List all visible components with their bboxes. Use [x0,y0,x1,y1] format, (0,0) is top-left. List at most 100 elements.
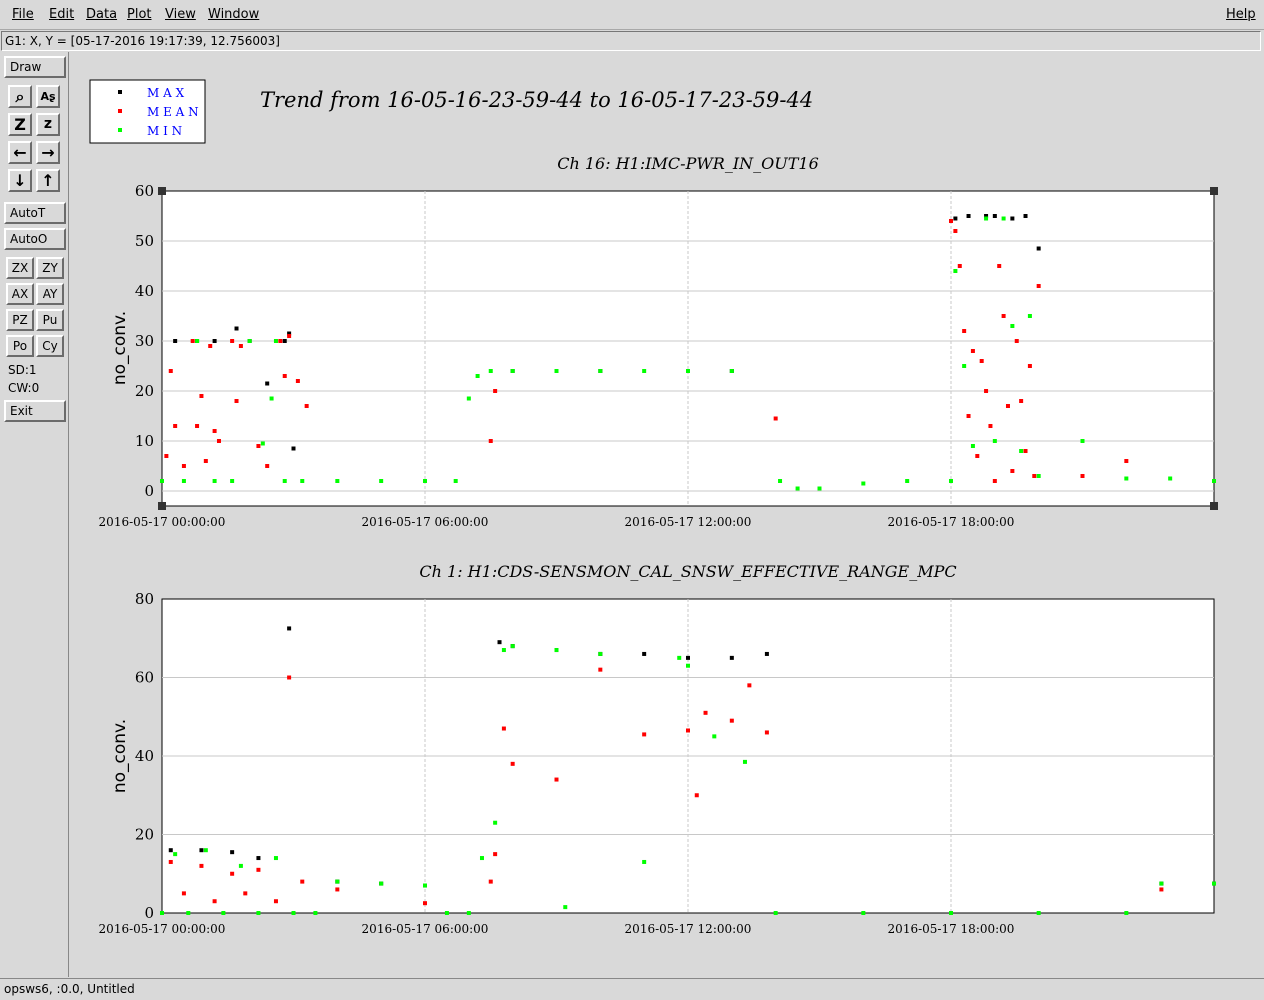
chart-ch1-point-min [313,911,318,915]
menu-edit[interactable]: Edit [49,7,75,22]
exit-button[interactable]: Exit [4,400,66,422]
chart-ch16-point-mean [238,344,243,348]
chart-ch16-handle-tr[interactable] [1210,187,1218,195]
chart-ch1-point-mean [423,901,427,906]
footer-status: opsws6, :0.0, Untitled [0,978,1264,1000]
chart-ch16-point-mean [773,416,778,421]
pz-button[interactable]: PZ [6,309,34,331]
ax-button[interactable]: AX [6,283,34,305]
chart-ch16-point-mean [173,424,178,428]
menu-window[interactable]: Window [208,7,260,22]
plots-canvas[interactable]: M A X M E A N M I N Trend from 16-05-16-… [70,52,1264,977]
chart-ch16-point-mean [256,444,261,448]
chart-ch16-point-min [1124,476,1129,481]
pu-button[interactable]: Pu [36,309,64,331]
chart-ch16-point-max [1023,214,1028,218]
pan-left-button[interactable]: ← [8,141,32,164]
chart-ch16-ytick-label: 50 [135,232,154,250]
chart-ch1-ytick-label: 40 [135,747,154,765]
text-ab-icon: Aʂ [40,90,56,103]
menu-data[interactable]: Data [86,7,118,22]
zx-button[interactable]: ZX [6,257,34,279]
draw-button[interactable]: Draw [4,56,66,78]
pan-down-button[interactable]: ↓ [8,169,32,192]
chart-ch1-point-min [1036,911,1041,915]
zoom-big-button[interactable]: Z [8,113,32,136]
chart-ch1-xtick-label: 2016-05-17 12:00:00 [625,922,752,936]
chart-ch16-point-min [598,369,603,373]
chart-ch1-point-mean [642,732,647,737]
chart-ch16-xtick-label: 2016-05-17 12:00:00 [625,515,752,529]
zy-button[interactable]: ZY [36,257,64,279]
chart-ch16-point-mean [278,339,283,343]
menu-plot[interactable]: Plot [127,7,152,22]
chart-ch16-point-min [466,396,471,401]
cw-label: CW:0 [8,381,40,395]
chart-ch1-point-min [501,648,506,653]
legend-mean-marker [118,109,122,113]
pan-right-button[interactable]: → [36,141,60,164]
chart-ch16-point-min [488,369,493,373]
chart-ch16-point-min [300,479,305,483]
po-button[interactable]: Po [6,335,34,357]
chart-ch16-point-min [1168,476,1173,481]
chart-ch16-point-min [212,479,217,483]
ay-button[interactable]: AY [36,283,64,305]
chart-ch1-point-mean [686,728,690,733]
chart-ch16-point-mean [234,399,239,403]
chart-ch1-point-min [444,911,449,915]
chart-ch16-point-mean [1027,364,1032,368]
chart-ch16-ytick-label: 10 [135,432,154,450]
chart-ch1-xtick-label: 2016-05-17 06:00:00 [362,922,489,936]
chart-ch1-point-mean [1159,887,1164,892]
chart-ch1-point-mean [212,899,217,904]
chart-ch16-point-mean [984,389,989,393]
plot-area[interactable]: M A X M E A N M I N Trend from 16-05-16-… [70,52,1264,977]
menu-help[interactable]: Help [1226,7,1256,22]
chart-ch16-point-min [992,439,997,443]
legend-max-label: M A X [147,86,185,100]
chart-ch1-point-min [712,734,717,739]
chart-ch16-handle-tl[interactable] [158,187,166,195]
chart-ch16-point-min [778,479,783,483]
chart-ch1-point-min [273,856,278,861]
chart-ch1-point-mean [199,863,204,868]
cy-button[interactable]: Cy [36,335,64,357]
legend: M A X M E A N M I N [89,79,206,144]
chart-ch1-point-min [479,856,484,861]
chart-ch1-xtick-label: 2016-05-17 18:00:00 [888,922,1015,936]
zoom-small-button[interactable]: z [36,113,60,136]
pan-up-button[interactable]: ↑ [36,169,60,192]
chart-ch16-point-min [984,216,989,221]
chart-ch16[interactable]: Ch 16: H1:IMC-PWR_IN_OUT16 no_conv. 0 10 2… [99,154,1218,529]
chart-ch1-point-mean [554,777,559,782]
chart-ch1-point-max [199,848,204,853]
chart-ch1-point-mean [181,891,186,896]
chart-ch1-point-min [160,911,164,915]
chart-ch1-point-min [256,911,261,915]
magnify-button[interactable]: ⌕ [8,85,32,108]
chart-ch16-point-min [379,479,384,483]
menu-view[interactable]: View [165,7,196,22]
menu-file[interactable]: File [12,7,34,22]
chart-ch16-point-min [423,479,427,483]
chart-ch16-point-min [729,369,734,373]
chart-ch1-point-min [423,883,427,888]
chart-ch16-point-mean [265,464,270,468]
chart-ch16-point-min [1019,449,1024,453]
chart-ch1-point-mean [764,730,769,735]
chart-ch16-handle-bl[interactable] [158,502,166,510]
autoo-button[interactable]: AutoO [4,228,66,250]
chart-ch16-point-mean [1032,474,1037,478]
text-ab-button[interactable]: Aʂ [36,85,60,108]
chart-ch16-point-min [861,481,866,486]
chart-ch1-point-min [203,848,208,853]
toolbar: Draw ⌕ Aʂ Z z ← → ↓ ↑ AutoT AutoO ZX ZY … [0,52,69,977]
chart-ch1-point-mean [747,683,752,688]
chart-ch1-point-mean [510,761,515,766]
autot-button[interactable]: AutoT [4,202,66,224]
chart-ch1[interactable]: Ch 1: H1:CDS-SENSMON_CAL_SNSW_EFFECTIVE_… [99,562,1216,936]
chart-ch16-point-min [1027,314,1032,318]
chart-ch16-point-mean [1080,474,1085,478]
chart-ch16-handle-br[interactable] [1210,502,1218,510]
